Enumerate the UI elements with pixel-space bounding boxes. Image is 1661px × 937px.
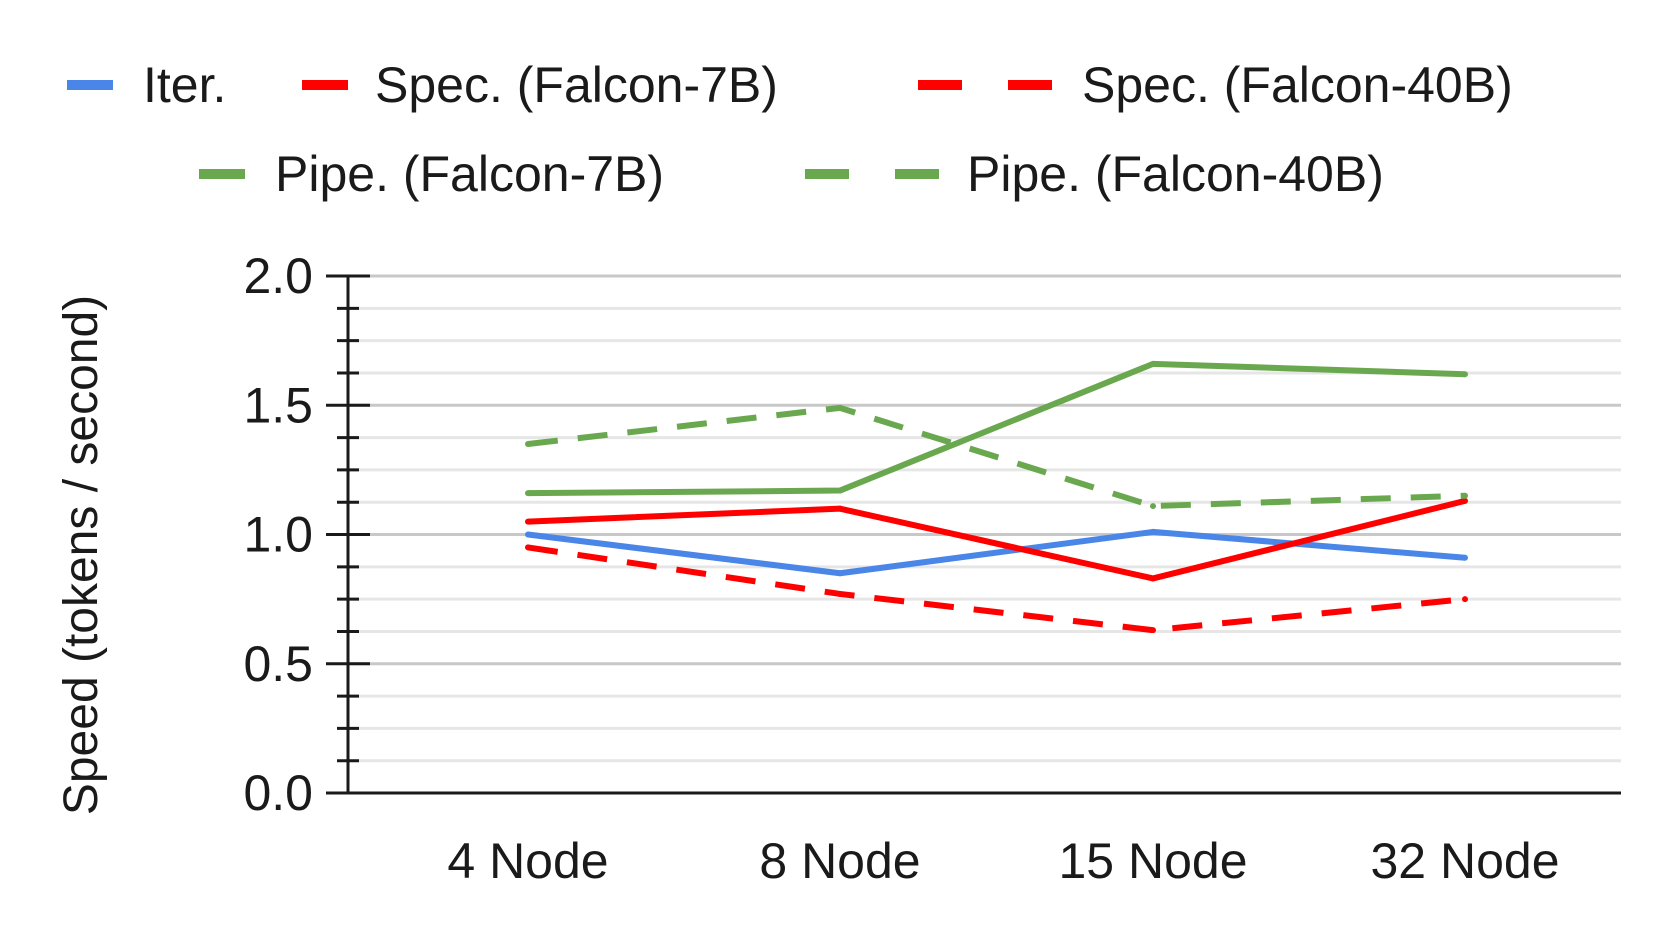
x-tick-label: 8 Node (759, 833, 920, 889)
y-tick-label: 1.5 (243, 377, 313, 433)
data-point (1150, 627, 1156, 634)
data-point (525, 544, 531, 551)
data-point (1462, 492, 1468, 499)
legend-label: Pipe. (Falcon-40B) (967, 146, 1384, 202)
x-tick-label: 4 Node (447, 833, 608, 889)
y-axis-title: Speed (tokens / second) (55, 295, 108, 815)
series-line (527, 360, 1466, 497)
data-point (525, 531, 531, 538)
series-line (527, 497, 1466, 582)
legend-label: Spec. (Falcon-40B) (1082, 57, 1513, 113)
legend-item: Spec. (Falcon-40B) (918, 57, 1513, 113)
y-tick-label: 0.5 (243, 636, 313, 692)
legend-item: Spec. (Falcon-7B) (302, 57, 778, 113)
x-tick-label: 15 Node (1058, 833, 1247, 889)
legend-item: Pipe. (Falcon-40B) (805, 146, 1384, 202)
legend: Iter. Spec. (Falcon-7B) Spec. (Falcon-40B)… (67, 57, 1513, 202)
data-point (1150, 575, 1156, 582)
legend-item: Iter. (67, 57, 226, 113)
data-point (837, 570, 843, 577)
y-tick-label: 0.0 (243, 765, 313, 821)
data-point (1150, 528, 1156, 535)
data-point (837, 590, 843, 597)
data-point (1462, 497, 1468, 504)
y-tick-label: 2.0 (243, 248, 313, 304)
legend-label: Spec. (Falcon-7B) (375, 57, 778, 113)
y-tick-labels: 0.0 0.5 1.0 1.5 2.0 (243, 248, 313, 821)
series-line (527, 544, 1466, 634)
series-line (527, 404, 1466, 510)
data-point (837, 505, 843, 512)
grid-lines (348, 274, 1621, 763)
data-point (837, 404, 843, 411)
series-line (527, 528, 1466, 577)
data-point (1150, 360, 1156, 367)
data-point (1462, 596, 1468, 603)
legend-label: Pipe. (Falcon-7B) (275, 146, 664, 202)
x-tick-label: 32 Node (1370, 833, 1559, 889)
data-point (1462, 371, 1468, 378)
data-point (1462, 554, 1468, 561)
legend-label: Iter. (143, 57, 226, 113)
x-tick-labels: 4 Node 8 Node 15 Node 32 Node (447, 833, 1559, 889)
axes (326, 274, 1621, 795)
data-point (1150, 503, 1156, 510)
y-tick-label: 1.0 (243, 507, 313, 563)
data-point (837, 487, 843, 494)
legend-item: Pipe. (Falcon-7B) (199, 146, 664, 202)
series-lines (525, 360, 1468, 634)
data-point (525, 518, 531, 525)
data-point (525, 490, 531, 497)
data-point (525, 441, 531, 448)
